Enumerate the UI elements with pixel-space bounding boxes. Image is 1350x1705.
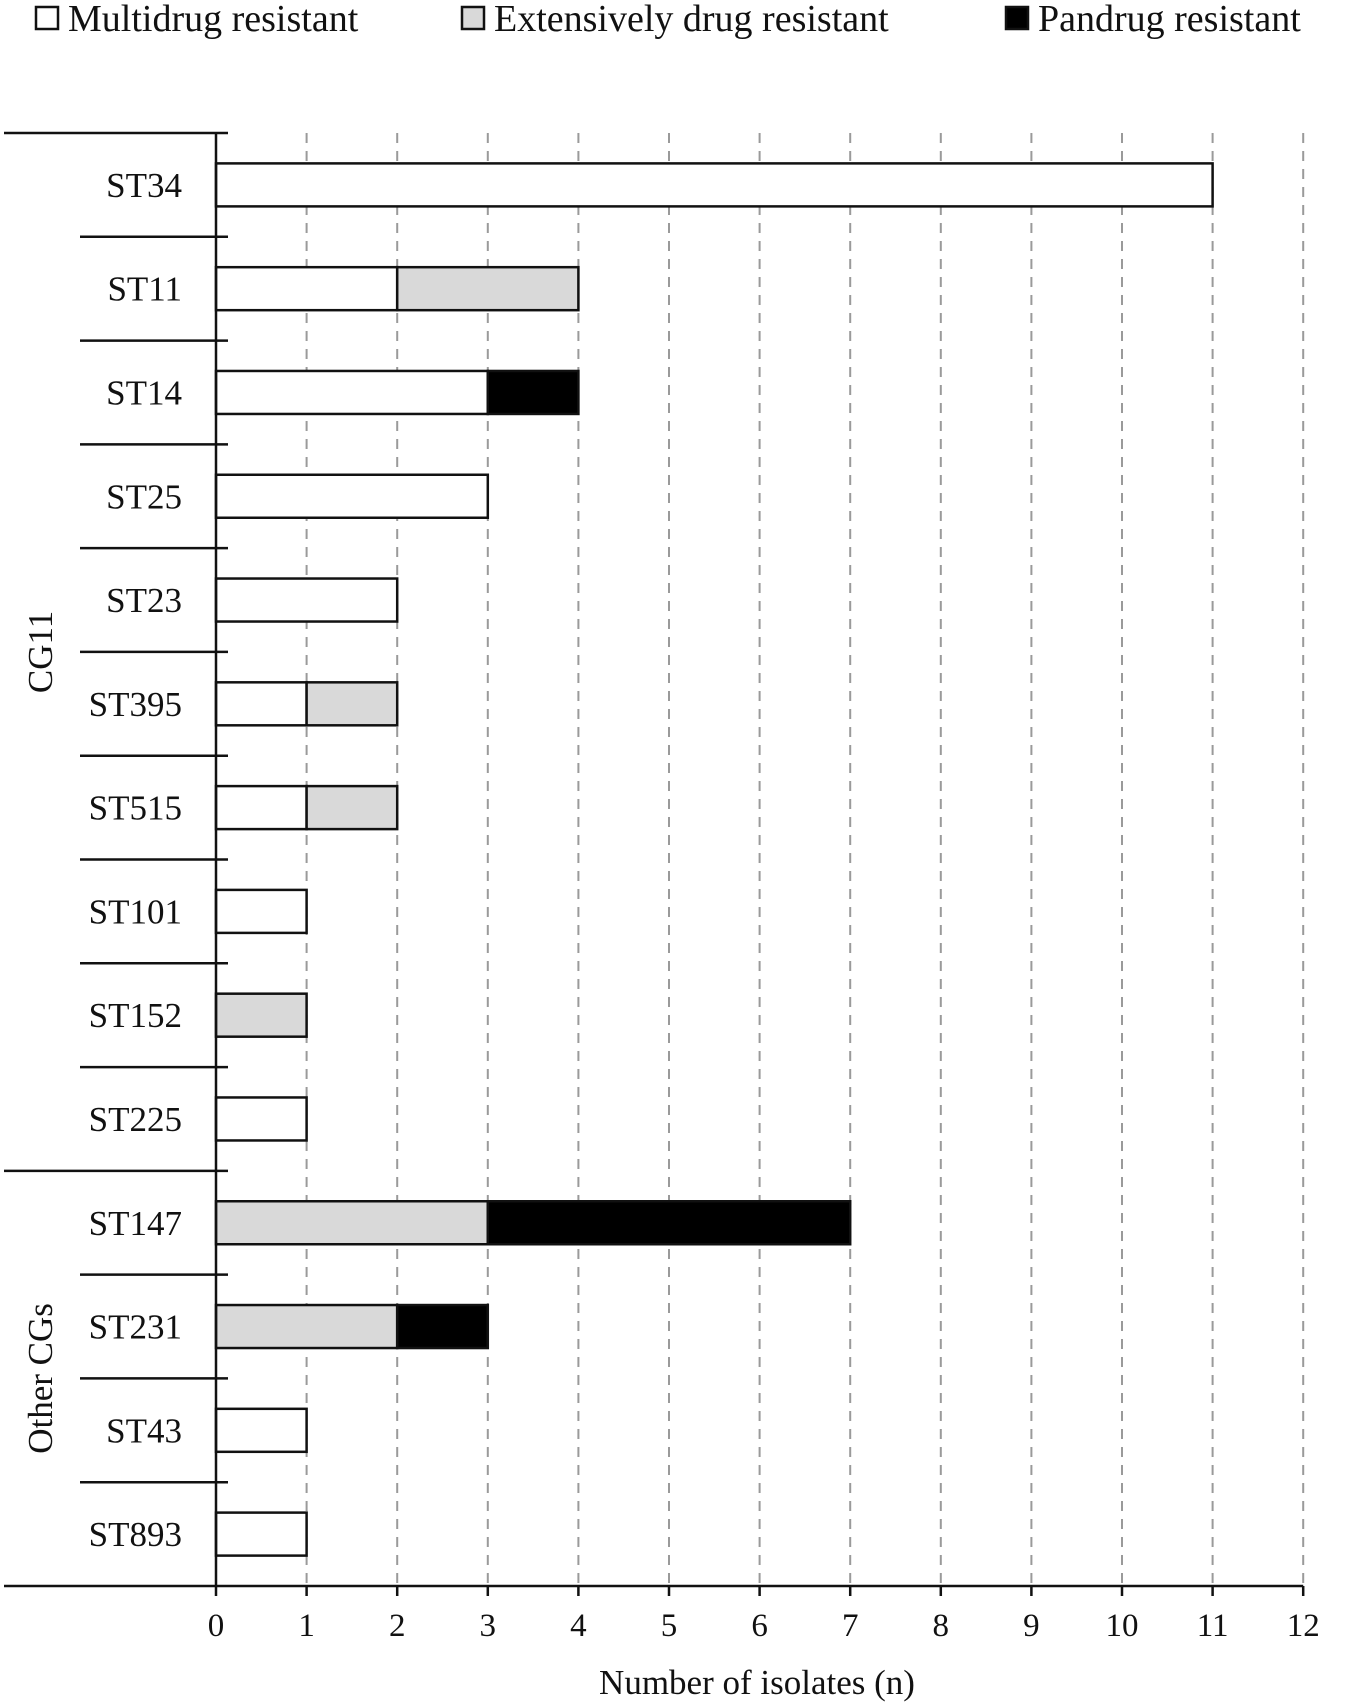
bar-st515-multidrug-resistant	[214, 784, 308, 831]
bar-st11-extensively-drug-resistant	[395, 265, 580, 312]
x-tick-label-2: 2	[389, 1608, 406, 1644]
group-label-other-cgs: Other CGs	[21, 1303, 60, 1454]
x-tick-label-6: 6	[751, 1608, 768, 1644]
bar-st231-pandrug-resistant	[395, 1303, 490, 1350]
x-tick-labels: 0 1 2 3 4 5 6 7 8 9 10 11 12	[208, 1586, 1320, 1644]
legend-label-extensively-drug-resistant: Extensively drug resistant	[494, 0, 889, 40]
group-label-cg11: CG11	[21, 611, 60, 693]
legend-swatch-multidrug-resistant	[34, 5, 60, 31]
bar-st14-multidrug-resistant	[214, 369, 490, 416]
category-label-st43: ST43	[106, 1411, 182, 1450]
legend-label-pandrug-resistant: Pandrug resistant	[1038, 0, 1301, 40]
x-tick-label-0: 0	[208, 1608, 225, 1644]
category-label-st34: ST34	[106, 166, 182, 205]
bar-st34-multidrug-resistant	[214, 162, 1214, 208]
category-label-st147: ST147	[89, 1204, 182, 1243]
category-label-st23: ST23	[106, 581, 182, 620]
category-label-st14: ST14	[106, 373, 182, 412]
bar-st14-pandrug-resistant	[486, 369, 580, 416]
legend-swatch-extensively-drug-resistant	[460, 5, 486, 31]
category-label-st11: ST11	[107, 270, 182, 309]
category-label-st395: ST395	[89, 685, 182, 724]
bar-st225-multidrug-resistant	[214, 1096, 308, 1142]
legend: Multidrug resistant Extensively drug resi…	[34, 0, 1301, 40]
bar-st25-multidrug-resistant	[214, 473, 490, 519]
category-label-st152: ST152	[89, 996, 182, 1035]
category-labels: ST34 ST11 ST14 ST25 ST23 ST395 ST515 ST101 ST152…	[89, 166, 182, 1554]
category-label-st225: ST225	[89, 1100, 182, 1139]
category-label-st231: ST231	[89, 1308, 182, 1347]
category-label-st101: ST101	[89, 892, 182, 931]
bar-st515-extensively-drug-resistant	[305, 784, 399, 831]
x-axis-title: Number of isolates (n)	[599, 1663, 915, 1702]
category-label-st893: ST893	[89, 1515, 182, 1554]
legend-swatch-pandrug-resistant	[1004, 5, 1030, 31]
axes	[4, 131, 1304, 1588]
x-tick-label-4: 4	[570, 1608, 587, 1644]
legend-label-multidrug-resistant: Multidrug resistant	[68, 0, 359, 40]
bar-st893-multidrug-resistant	[214, 1511, 308, 1557]
bar-st395-multidrug-resistant	[214, 681, 308, 727]
bar-st101-multidrug-resistant	[214, 888, 308, 935]
category-label-st25: ST25	[106, 477, 182, 516]
bar-st43-multidrug-resistant	[214, 1407, 308, 1454]
x-tick-label-11: 11	[1197, 1608, 1229, 1644]
bar-st23-multidrug-resistant	[214, 577, 399, 623]
x-tick-label-10: 10	[1106, 1608, 1139, 1644]
bar-st395-extensively-drug-resistant	[305, 681, 399, 727]
bar-st147-extensively-drug-resistant	[214, 1200, 490, 1246]
bar-st152-extensively-drug-resistant	[214, 992, 308, 1038]
x-tick-label-3: 3	[480, 1608, 497, 1644]
bar-st231-extensively-drug-resistant	[214, 1303, 399, 1350]
x-tick-label-8: 8	[933, 1608, 950, 1644]
x-tick-label-12: 12	[1287, 1608, 1320, 1644]
category-label-st515: ST515	[89, 789, 182, 828]
gridlines	[305, 133, 1305, 1586]
x-tick-label-9: 9	[1023, 1608, 1040, 1644]
group-labels: CG11 Other CGs	[21, 611, 60, 1454]
bar-st11-multidrug-resistant	[214, 265, 399, 312]
x-tick-label-1: 1	[298, 1608, 315, 1644]
bar-st147-pandrug-resistant	[486, 1200, 852, 1246]
x-tick-label-7: 7	[842, 1608, 859, 1644]
x-tick-label-5: 5	[661, 1608, 678, 1644]
bars	[214, 162, 1214, 1557]
